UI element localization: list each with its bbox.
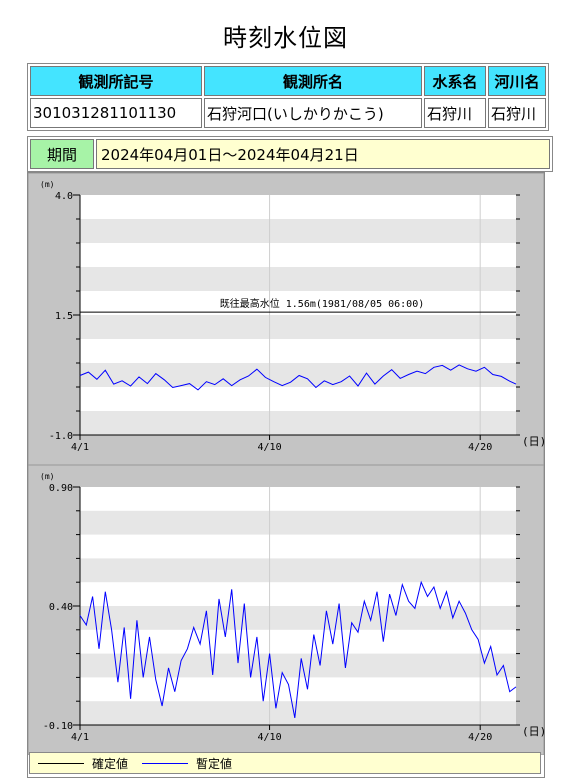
legend-confirmed-label: 確定値: [92, 757, 129, 771]
page-title: 時刻水位図: [223, 24, 348, 52]
chart1-band: [80, 267, 516, 291]
chart1-y-unit-label: (m): [40, 180, 54, 189]
station-code: 301031281101130: [30, 98, 202, 128]
legend: 確定値 暫定値: [29, 752, 541, 774]
chart1-series-line: [79, 364, 517, 391]
header-station-name: 観測所名: [204, 66, 422, 96]
river-name: 石狩川: [488, 98, 546, 128]
chart2-y-tick-label: -0.10: [43, 721, 73, 732]
charts-frame: 4/1 4/10 4/20 4.0 1.5 -1.0 (m) (日) 既往最高水位 1.56m(…: [27, 172, 545, 778]
chart1-x-tick-label: 4/10: [258, 442, 282, 453]
water-level-chart-zoomed: 4/1 4/10 4/20 0.90 0.40 -0.10 (m) (日): [28, 465, 544, 755]
chart1-y-tick-label: 1.5: [55, 311, 73, 322]
chart2-x-tick-label: 4/10: [258, 732, 282, 743]
water-system-name: 石狩川: [424, 98, 486, 128]
chart2-y-tick-label: 0.40: [49, 602, 73, 613]
legend-provisional-line: [142, 763, 188, 764]
period-label: 期間: [30, 139, 94, 169]
chart1-x-tick-label: 4/20: [468, 442, 492, 453]
period-table: 期間 2024年04月01日～2024年04月21日: [27, 136, 553, 172]
header-river-name: 河川名: [488, 66, 546, 96]
chart1-band: [80, 363, 516, 387]
legend-provisional-label: 暫定値: [196, 757, 233, 771]
chart1-band: [80, 219, 516, 243]
chart2-x-unit-label: (日): [522, 725, 544, 738]
chart2-band: [80, 653, 516, 678]
period-value: 2024年04月01日～2024年04月21日: [96, 139, 550, 169]
chart1-x-unit-label: (日): [522, 435, 544, 448]
chart2-x-tick-label: 4/20: [468, 732, 492, 743]
chart1-x-tick-label: 4/1: [71, 442, 89, 453]
chart2-band: [80, 510, 516, 535]
station-table: 観測所記号 観測所名 水系名 河川名 301031281101130 石狩河口(…: [27, 63, 549, 131]
chart1-band: [80, 315, 516, 339]
water-level-chart-wide: 4/1 4/10 4/20 4.0 1.5 -1.0 (m) (日) 既往最高水位 1.56m(…: [28, 173, 544, 465]
station-name: 石狩河口(いしかりかこう): [204, 98, 422, 128]
chart1-reference-label: 既往最高水位 1.56m(1981/08/05 06:00): [220, 297, 425, 310]
chart1-y-tick-label: -1.0: [49, 431, 73, 442]
header-water-system: 水系名: [424, 66, 486, 96]
header-station-code: 観測所記号: [30, 66, 202, 96]
chart2-x-tick-label: 4/1: [71, 732, 89, 743]
legend-confirmed-line: [38, 763, 84, 764]
chart2-band: [80, 606, 516, 630]
chart2-y-unit-label: (m): [40, 472, 54, 481]
chart2-band: [80, 701, 516, 725]
chart2-series-line: [79, 580, 517, 718]
chart2-band: [80, 558, 516, 583]
chart1-y-tick-label: 4.0: [55, 191, 73, 202]
chart1-band: [80, 411, 516, 435]
chart2-y-tick-label: 0.90: [49, 483, 73, 494]
